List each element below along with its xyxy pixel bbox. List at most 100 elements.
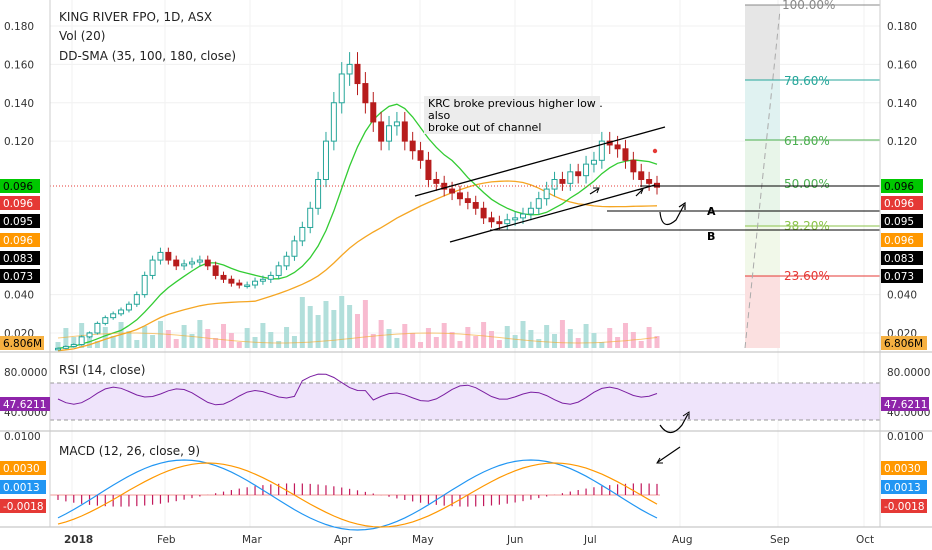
- candle-body: [417, 150, 424, 161]
- rsi-panel: RSI (14, close): [50, 363, 880, 434]
- right-price-axis: 0.1800.1600.1400.1200.0400.0200.0960.096…: [879, 0, 930, 527]
- fibonacci-retracement: 100.00% 78.60% 61.80% 50.00% 38.20% 23.6…: [744, 0, 880, 349]
- fib-100-label: 100.00%: [782, 0, 835, 12]
- volume-bar: [150, 335, 156, 348]
- candle-body: [598, 140, 605, 161]
- price-badge-left-bg: [0, 214, 40, 228]
- candle-body: [220, 274, 227, 280]
- channel-upper-line: [414, 126, 666, 197]
- volume-bar: [197, 320, 203, 348]
- macd-badge-left-bg: [0, 480, 46, 494]
- volume-bar: [496, 340, 502, 348]
- candle-body: [638, 171, 645, 180]
- left-y-tick: 0.140: [4, 98, 34, 110]
- annotation-box: KRC broke previous higher low . also bro…: [424, 96, 603, 134]
- volume-bar: [654, 336, 660, 348]
- candle-body: [654, 182, 660, 188]
- candle-body: [102, 317, 109, 324]
- macd-badge-right-bg: [881, 461, 927, 475]
- volume-bar: [402, 324, 408, 348]
- volume-bar: [71, 337, 77, 348]
- candle-body: [165, 251, 172, 261]
- candle-body: [110, 313, 117, 319]
- candle-body: [433, 179, 440, 184]
- volume-bar: [331, 310, 337, 348]
- price-badge-right: 0.096: [884, 198, 914, 210]
- level-a-label: A: [707, 205, 716, 218]
- candle-body: [157, 251, 164, 261]
- rsi-tick: 80.0000: [887, 367, 930, 379]
- candle-body: [133, 294, 140, 305]
- candle-body: [338, 73, 345, 104]
- volume-bar: [457, 341, 463, 348]
- price-badge-left-bg: [0, 251, 40, 265]
- right-y-tick: 0.120: [887, 136, 917, 148]
- volume-bar: [260, 323, 266, 348]
- volume-indicator-title: Vol (20): [59, 29, 105, 43]
- candle-body: [55, 347, 61, 351]
- price-badge-left: 0.073: [3, 271, 33, 283]
- candle-body: [228, 278, 235, 284]
- macd-badge-right: 0.0030: [884, 463, 921, 475]
- candle-body: [622, 148, 629, 161]
- volume-bar: [520, 321, 526, 348]
- macd-title: MACD (12, 26, close, 9): [59, 444, 200, 458]
- rsi-badge-left-bg: [0, 397, 50, 411]
- candle-body: [512, 217, 519, 221]
- candle-body: [370, 102, 377, 123]
- candle-body: [551, 179, 558, 190]
- volume-bar: [386, 329, 392, 348]
- macd-tick: 0.0100: [887, 431, 924, 443]
- price-badge-left-bg: [0, 269, 40, 283]
- candle-body: [646, 179, 653, 184]
- x-tick-label: Aug: [672, 534, 693, 546]
- fib-618-label: 61.80%: [784, 134, 830, 148]
- candle-body: [236, 282, 243, 286]
- volume-bar: [504, 326, 510, 348]
- volume-bar: [646, 327, 652, 348]
- candle-body: [283, 255, 290, 267]
- time-axis: 2018 Feb Mar Apr May Jun Jul Aug Sep Oct: [64, 534, 874, 546]
- volume-badge-left: 6.806M: [3, 338, 42, 350]
- price-badge-right: 0.095: [884, 216, 914, 228]
- macd-badge-right-bg: [881, 480, 927, 494]
- x-tick-label: Apr: [334, 534, 353, 546]
- candle-body: [330, 102, 337, 142]
- volume-bar: [181, 325, 187, 348]
- candle-body: [173, 259, 180, 267]
- volume-bar: [536, 339, 542, 348]
- price-badge-right-bg: [881, 196, 923, 210]
- right-y-tick: 0.140: [887, 98, 917, 110]
- sma-35-line: [57, 103, 658, 349]
- price-badge-right: 0.096: [884, 235, 914, 247]
- price-badge-right-bg: [881, 233, 923, 247]
- volume-bar: [425, 328, 431, 348]
- candle-body: [118, 309, 125, 315]
- candle-body: [464, 198, 471, 204]
- candle-body: [559, 179, 566, 184]
- right-y-tick: 0.180: [887, 21, 917, 33]
- candle-body: [401, 121, 408, 142]
- macd-badge-right: 0.0013: [884, 482, 921, 494]
- candle-body: [62, 345, 69, 349]
- candle-body: [378, 121, 385, 142]
- volume-bar: [63, 328, 69, 348]
- candle-body: [362, 83, 369, 104]
- candle-body: [425, 159, 432, 180]
- volume-sma-line: [57, 332, 658, 344]
- candle-body: [346, 63, 353, 75]
- macd-badge-left: 0.0030: [3, 463, 40, 475]
- candle-body: [125, 303, 132, 311]
- candle-body: [543, 188, 550, 200]
- x-tick-label: 2018: [64, 534, 93, 546]
- rsi-title: RSI (14, close): [59, 363, 145, 377]
- macd-tick: 0.0100: [4, 431, 41, 443]
- left-y-tick: 0.160: [4, 59, 34, 71]
- volume-bar: [559, 320, 565, 348]
- volume-bar: [134, 340, 140, 348]
- x-tick-label: Sep: [770, 534, 790, 546]
- macd-histogram: [57, 483, 658, 507]
- candle-body: [267, 274, 274, 280]
- volume-bar: [488, 331, 494, 348]
- candle-body: [520, 213, 527, 219]
